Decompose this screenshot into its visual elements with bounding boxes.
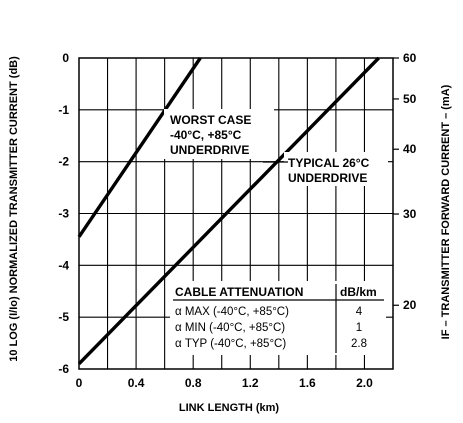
table-row-min-label: α MIN (-40°C, +85°C) (175, 322, 285, 334)
typical-label-line1: TYPICAL 26°C (288, 156, 370, 170)
x-tick-label: 1.6 (299, 376, 316, 390)
table-row-max-value: 4 (356, 306, 363, 318)
table-row-min-value: 1 (356, 322, 362, 334)
x-tick-label: 0.4 (128, 376, 145, 390)
x-tick-label: 2.0 (356, 376, 373, 390)
table-row-max-label: α MAX (-40°C, +85°C) (175, 306, 289, 318)
typical-label-line2: UNDERDRIVE (288, 171, 367, 185)
attenuation-table-bg (170, 281, 386, 355)
series-group (77, 56, 380, 366)
worst-case-label-line2: -40°C, +85°C (170, 128, 242, 142)
x-tick-label: 1.2 (242, 376, 259, 390)
y-tick-label: -6 (58, 362, 69, 376)
x-tick-label: 0 (76, 376, 83, 390)
worst-case-label-line3: UNDERDRIVE (170, 143, 249, 157)
table-header-unit: dB/km (340, 285, 377, 299)
worst-case-label-line1: WORST CASE (170, 113, 251, 127)
y2-axis-title: IF – TRANSMITTER FORWARD CURRENT – (mA) (440, 84, 452, 339)
y2-tick-label: 40 (403, 142, 417, 156)
table-header-attenuation: CABLE ATTENUATION (175, 285, 303, 299)
worst-case-label-bg (164, 109, 274, 159)
y2-tick-label: 30 (403, 207, 417, 221)
table-row-typ-value: 2.8 (351, 338, 367, 350)
table-row-typ-label: α TYP (-40°C, +85°C) (175, 338, 286, 350)
x-tick-label: 0.8 (185, 376, 202, 390)
typical-label-bg (284, 152, 388, 186)
y-tick-label: -3 (58, 207, 69, 221)
y-tick-label: 0 (62, 51, 69, 65)
series-worst-case-line (77, 57, 202, 238)
y-tick-label: -1 (58, 103, 69, 117)
tick-labels: 0 0.4 0.8 1.2 1.6 2.0 0 -1 -2 -3 -4 -5 -6 60 50 40 30 20 (58, 51, 416, 390)
x-axis-title: LINK LENGTH (km) (179, 402, 280, 414)
series-typical-line (77, 56, 380, 366)
y-tick-label: -2 (58, 155, 69, 169)
y2-tick-label: 50 (403, 92, 417, 106)
y2-tick-label: 20 (403, 298, 417, 312)
y-tick-label: -5 (58, 310, 69, 324)
y-tick-label: -4 (58, 258, 69, 272)
y-axis-title: 10 LOG (I/Io) NORMALIZED TRANSMITTER CUR… (8, 56, 20, 362)
y2-tick-label: 60 (403, 51, 417, 65)
